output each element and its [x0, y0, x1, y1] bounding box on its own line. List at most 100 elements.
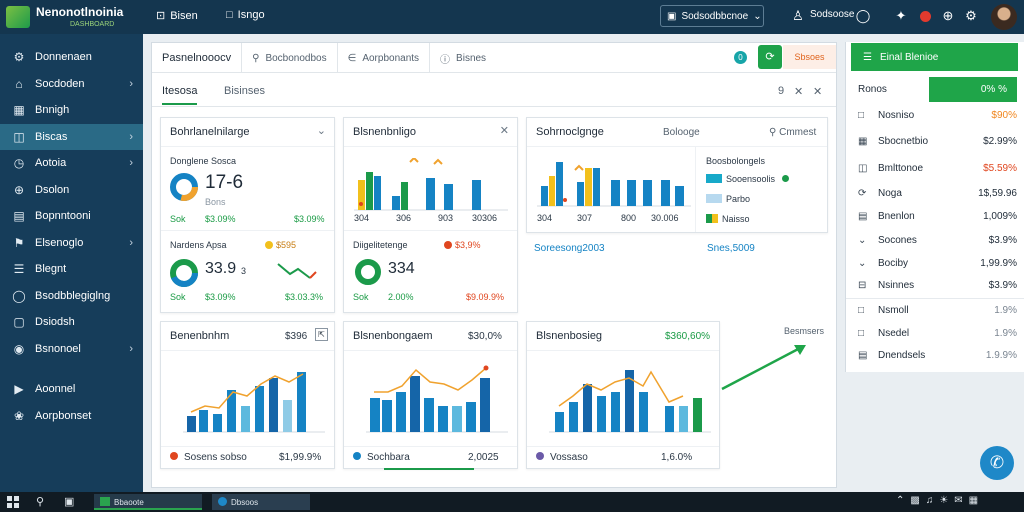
avatar[interactable]	[991, 4, 1017, 30]
card-value: $30,0%	[468, 331, 502, 342]
chevron-right-icon: ›	[129, 157, 133, 170]
list-item[interactable]: ▤ Bnenlon 1,009%	[846, 204, 1024, 228]
sidebar-item-7[interactable]: ⚑ Elsenoglo ›	[0, 230, 143, 257]
list-item-value: $3.9%	[988, 279, 1017, 291]
task-view-icon[interactable]: ▣	[64, 496, 75, 508]
chart-card-2: Blsnenbnligo ✕ 304 306 903 30306 Diigeli…	[343, 117, 518, 313]
taskbar-app-2[interactable]: Dbsoos	[212, 494, 310, 510]
subtab-0[interactable]: Itesosa	[162, 85, 198, 105]
list-item[interactable]: ▤ Dnendsels 1.9.9%	[846, 343, 1024, 367]
list-item[interactable]: ⌄ Socones $3.9%	[846, 228, 1024, 252]
expand-icon[interactable]: ⇱	[315, 328, 328, 341]
system-tray-icons[interactable]: ⌃▩♫☀✉▦	[896, 495, 985, 506]
app-logo[interactable]	[6, 6, 30, 28]
topnav-item-1[interactable]: ⊡ Bisen	[156, 9, 198, 23]
list-item[interactable]: ◫ Bmlttonoe $5.59%	[846, 156, 1024, 180]
list-item-label: Nsinnes	[878, 279, 915, 291]
help-button[interactable]: ✆	[980, 446, 1014, 480]
sidebar-item-11[interactable]: ◉ Bsnonoel ›	[0, 336, 143, 363]
list-item[interactable]: ⊟ Nsinnes $3.9%	[846, 273, 1024, 297]
kpi-foot-value-2b: $9.09.9%	[466, 292, 505, 302]
close-all-icon[interactable]: ✕	[813, 86, 823, 98]
card-search[interactable]: ⚲ Cmmest	[769, 127, 816, 138]
list-item[interactable]: ▦ Sbocnetbio $2.99%	[846, 129, 1024, 153]
sidebar-item-4[interactable]: ◷ Aotoia ›	[0, 150, 143, 177]
chart-icon: ⊡	[156, 10, 166, 22]
legend-label: Vossaso	[550, 452, 588, 463]
sidebar-item-9[interactable]: ◯ Bsodbblegiglng	[0, 283, 143, 310]
tab-3[interactable]: ⓘ Bisnes	[430, 43, 496, 73]
close-icon[interactable]: ✕	[794, 86, 804, 98]
subtab-1[interactable]: Bisinses	[224, 85, 265, 97]
topnav-item-2[interactable]: □ Isngo	[226, 9, 265, 21]
search-icon: ⚲	[769, 127, 780, 138]
right-panel: ☰ Einal Blenioe Ronos 0% % □ Nosniso $90% ▦…	[845, 42, 1024, 372]
progress-bar	[384, 468, 474, 470]
tick-label: 304	[354, 213, 370, 223]
sidebar-item-6[interactable]: ▤ Bopnntooni	[0, 203, 143, 230]
tick-label: 903	[438, 213, 454, 223]
tab-0[interactable]: Pasnelnooocv	[152, 43, 243, 73]
kpi-foot-value: $3.09%	[205, 214, 236, 224]
sidebar-item-3[interactable]: ◫ Biscas ›	[0, 123, 143, 150]
list-item[interactable]: ⌄ Bociby 1,99.9%	[846, 251, 1024, 275]
square-icon: □	[858, 109, 865, 121]
list-item[interactable]: ⟳ Noga 1$,59.96	[846, 181, 1024, 205]
sidebar-item-12[interactable]: ▶ Aoonnel	[0, 376, 143, 403]
users-icon: ◯	[12, 288, 26, 303]
chevron-right-icon: ›	[129, 236, 133, 249]
tab-bar: Pasnelnooocv ⚲ Bocbonodbos ∈ Aorpbonants ⓘ…	[152, 43, 836, 73]
footer-stat-2: Snes,5009	[707, 243, 755, 254]
sidebar-item-1[interactable]: ⌂ Socdoden ›	[0, 71, 143, 98]
sidebar-item-10[interactable]: ▢ Dsiodsh	[0, 309, 143, 336]
right-panel-header[interactable]: ☰ Einal Blenioe	[851, 43, 1018, 71]
count-badge: 0	[734, 51, 747, 64]
action-button[interactable]: Sbsoes	[783, 45, 836, 69]
list-item[interactable]: □ Nsedel 1.9%	[846, 321, 1024, 345]
tab-1[interactable]: ⚲ Bocbonodbos	[242, 43, 338, 73]
bar-line-chart-6	[549, 370, 711, 433]
search-input[interactable]: ▣ Sodsodbbcnoe ⌄	[660, 5, 764, 27]
users-icon[interactable]: ♙	[792, 8, 804, 23]
close-icon[interactable]: ✕	[499, 125, 509, 137]
sidebar-item-5[interactable]: ⊕ Dsolon	[0, 177, 143, 204]
tab-2[interactable]: ∈ Aorpbonants	[338, 43, 431, 73]
sidebar-item-0[interactable]: ⚙ Donnenaen	[0, 44, 143, 71]
list-item[interactable]: □ Nsmoll 1.9%	[846, 298, 1024, 322]
gear-icon[interactable]: ⚙	[965, 8, 977, 23]
list-item[interactable]: □ Nosniso $90%	[846, 103, 1024, 127]
trend-label: Besmsers	[784, 326, 825, 336]
sidebar-item-label: Bnnigh	[35, 104, 70, 117]
search-icon[interactable]: ⚲	[36, 496, 45, 508]
sidebar-item-2[interactable]: ▦ Bnnigh	[0, 97, 143, 124]
add-button[interactable]: ⟳	[758, 45, 782, 69]
taskbar-app-1[interactable]: Bbaoote	[94, 494, 202, 510]
card-title: Sohrnoclgnge	[536, 126, 604, 138]
bar-chart-2	[354, 158, 508, 211]
right-panel-title: Einal Blenioe	[879, 51, 939, 63]
start-icon[interactable]	[7, 496, 19, 508]
card-value: $396	[285, 331, 308, 342]
sidebar-item-label: Elsenoglo	[35, 236, 84, 249]
folder-icon: ▢	[13, 315, 25, 330]
list-item-value: $2.99%	[983, 135, 1017, 147]
legend-label: Parbo	[726, 194, 751, 204]
user-label[interactable]: Sodsoose	[810, 9, 855, 20]
sidebar-item-8[interactable]: ☰ Blegnt	[0, 256, 143, 283]
globe-icon[interactable]: ⊕	[942, 8, 954, 23]
kpi-badge-2-text: $3,9%	[455, 240, 481, 250]
clock-icon[interactable]: ◯	[855, 8, 871, 23]
card-value: $360,60%	[665, 331, 711, 342]
top-bar: Nenonotlnoinia DASHBOARD ⊡ Bisen □ Isngo…	[0, 0, 1024, 34]
tools-icon[interactable]: ✦	[895, 8, 907, 23]
document-icon: □	[226, 9, 233, 21]
right-panel-summary: Ronos 0% %	[846, 77, 1024, 102]
kpi-label-2: Diigelitetenge	[353, 240, 408, 250]
legend-value: 2,0025	[468, 452, 499, 463]
legend-item: Sooensoolis	[706, 174, 789, 184]
kpi-card-1: Bohrlanelnilarge ⌄ Donglene Sosca 17-6 B…	[160, 117, 335, 313]
chevron-down-icon[interactable]: ⌄	[316, 125, 326, 137]
notification-icon[interactable]	[917, 8, 933, 24]
topnav-item-2-label: Isngo	[237, 9, 265, 21]
sidebar-item-13[interactable]: ❀ Aorpbonset	[0, 403, 143, 430]
